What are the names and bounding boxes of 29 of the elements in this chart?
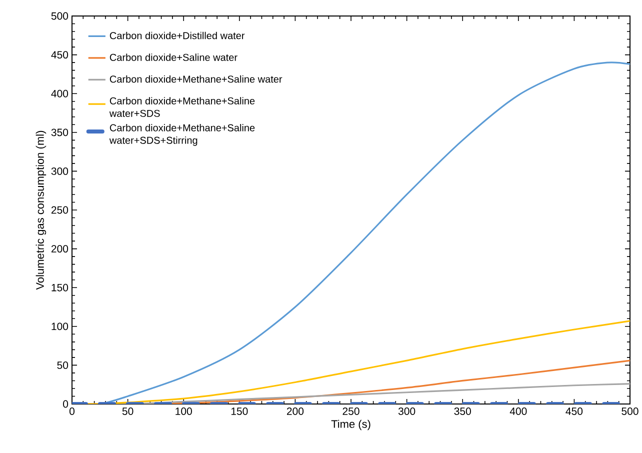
- legend-label: Carbon dioxide+Methane+Saline water+SDS+Stirring: [109, 124, 255, 146]
- y-tick-label: 500: [51, 12, 68, 20]
- x-tick-label: 350: [454, 408, 471, 415]
- y-tick-label: 350: [51, 128, 68, 136]
- legend-label: Carbon dioxide+Distilled water: [110, 32, 245, 40]
- x-tick-label: 100: [176, 408, 192, 415]
- x-tick-label: 250: [342, 408, 360, 415]
- x-tick-label: 450: [566, 408, 583, 415]
- x-axis-title: Time (s): [331, 420, 370, 430]
- x-tick-label: 50: [122, 408, 134, 415]
- legend-label: Carbon dioxide+Saline water: [110, 54, 238, 61]
- x-tick-label: 400: [510, 408, 527, 415]
- x-tick-label: 500: [622, 408, 638, 415]
- x-tick-label: 0: [69, 408, 75, 415]
- x-tick-label: 200: [286, 408, 304, 415]
- y-tick-label: 300: [51, 167, 68, 175]
- y-tick-label: 50: [57, 361, 68, 369]
- y-tick-label: 150: [52, 284, 68, 292]
- legend-label: Carbon dioxide+Methane+Saline water: [110, 75, 282, 83]
- x-tick-label: 300: [398, 408, 416, 415]
- y-tick-label: 200: [51, 245, 68, 253]
- y-tick-label: 100: [52, 322, 68, 330]
- y-axis-title: Volumetric gas consumption (ml): [36, 130, 46, 290]
- y-tick-label: 450: [51, 51, 68, 59]
- y-tick-label: 400: [51, 90, 68, 98]
- y-tick-label: 0: [63, 400, 68, 408]
- x-tick-label: 150: [231, 408, 248, 415]
- y-tick-label: 250: [51, 206, 68, 214]
- legend-label: Carbon dioxide+Methane+Saline water+SDS: [109, 97, 255, 117]
